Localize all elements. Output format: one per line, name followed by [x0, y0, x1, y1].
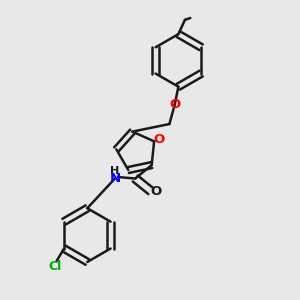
Text: H: H [110, 166, 119, 176]
Text: O: O [169, 98, 180, 111]
Text: O: O [154, 133, 165, 146]
Text: Cl: Cl [49, 260, 62, 273]
Text: N: N [110, 172, 121, 185]
Text: O: O [150, 184, 161, 198]
